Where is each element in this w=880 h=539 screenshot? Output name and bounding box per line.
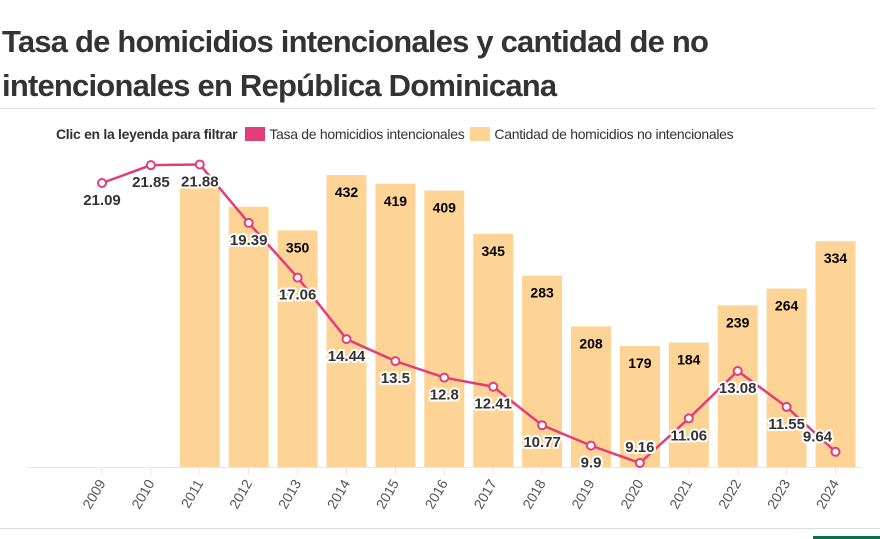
legend-item-tasa[interactable]: Tasa de homicidios intencionales xyxy=(245,126,465,142)
line-label-2023: 11.55 xyxy=(768,416,805,433)
line-point-2011 xyxy=(194,159,205,170)
bar-2011 xyxy=(179,187,220,468)
line-label-2022: 13.08 xyxy=(719,380,757,397)
x-tick-label-2014: 2014 xyxy=(324,476,354,511)
bar-label-2022: 239 xyxy=(726,314,750,330)
legend: Clic en la leyenda para filtrar Tasa de … xyxy=(56,126,739,142)
legend-hint: Clic en la leyenda para filtrar xyxy=(56,126,238,142)
chart-plot: 2009 2010 2011 2012 2013 2014 2015 2016 2017 2018… xyxy=(28,159,862,511)
x-tick-label-2022: 2022 xyxy=(715,476,745,511)
legend-label-cantidad: Cantidad de homicidios no intencionales xyxy=(494,126,734,142)
x-tick-label-2011: 2011 xyxy=(177,476,206,510)
divider xyxy=(0,108,875,109)
bar-label-2023: 264 xyxy=(775,298,799,314)
line-point-2020 xyxy=(634,458,645,468)
x-tick-label-2012: 2012 xyxy=(226,476,256,511)
bar-label-2024: 334 xyxy=(824,250,848,266)
line-point-2023 xyxy=(781,401,792,412)
x-tick-label-2013: 2013 xyxy=(275,476,305,511)
line-series-tasa xyxy=(101,163,837,465)
line-point-2014 xyxy=(341,334,352,345)
bar-2023 xyxy=(766,288,807,467)
line-label-2018: 10.77 xyxy=(523,434,561,451)
bar-2013 xyxy=(277,230,318,467)
bar-2018 xyxy=(522,275,563,467)
x-tick-label-2017: 2017 xyxy=(470,476,500,511)
divider-bottom xyxy=(0,528,880,529)
x-tick-label-2009: 2009 xyxy=(79,476,109,511)
bar-2020 xyxy=(619,345,660,467)
line-label-2019: 9.9 xyxy=(581,455,602,472)
line-label-2009: 21.09 xyxy=(83,192,121,209)
line-label-2011: 21.88 xyxy=(181,173,219,190)
line-point-2016 xyxy=(439,372,450,383)
bar-label-2014: 432 xyxy=(335,184,359,200)
line-point-2010 xyxy=(145,160,156,171)
line-label-2013: 17.06 xyxy=(279,287,317,304)
bar-2012 xyxy=(228,206,269,467)
line-label-2020: 9.16 xyxy=(625,439,654,456)
line-point-2018 xyxy=(537,420,548,431)
chart-title: Tasa de homicidios intencionales y canti… xyxy=(2,24,709,103)
line-label-2016: 12.8 xyxy=(430,387,459,404)
line-label-2017: 12.41 xyxy=(474,396,512,413)
line-label-2012: 19.39 xyxy=(230,232,268,249)
x-tick-label-2020: 2020 xyxy=(617,476,647,511)
legend-swatch-cantidad xyxy=(470,127,491,141)
bar-label-2013: 350 xyxy=(286,239,310,255)
x-tick-label-2010: 2010 xyxy=(128,476,158,511)
legend-label-tasa: Tasa de homicidios intencionales xyxy=(269,126,465,142)
bar-label-2018: 283 xyxy=(530,285,554,301)
bar-2024 xyxy=(815,241,856,467)
line-label-2015: 13.5 xyxy=(381,370,410,387)
bar-label-2015: 419 xyxy=(384,193,408,209)
x-tick-label-2019: 2019 xyxy=(568,476,598,511)
bar-2015 xyxy=(375,183,416,468)
line-point-2019 xyxy=(586,440,596,451)
line-label-2010: 21.85 xyxy=(132,174,170,191)
line-label-2014: 14.44 xyxy=(328,348,366,365)
x-tick-label-2021: 2021 xyxy=(666,476,696,511)
line-point-2022 xyxy=(732,365,743,376)
x-tick-label-2024: 2024 xyxy=(813,476,843,511)
x-tick-label-2015: 2015 xyxy=(373,476,403,511)
bar-label-2017: 345 xyxy=(482,243,506,259)
accent-bar xyxy=(813,536,880,539)
bar-label-2020: 179 xyxy=(628,355,652,371)
line-label-2021: 11.06 xyxy=(670,427,707,444)
line-point-2013 xyxy=(292,272,303,283)
line-point-2024 xyxy=(830,446,841,457)
line-point-2012 xyxy=(243,217,254,228)
line-point-2017 xyxy=(488,381,499,392)
bar-2016 xyxy=(424,190,465,467)
line-point-2009 xyxy=(97,178,107,189)
bar-label-2019: 208 xyxy=(579,335,603,351)
x-tick-label-2016: 2016 xyxy=(421,476,451,511)
line-label-2024: 9.64 xyxy=(803,429,833,446)
x-tick-label-2018: 2018 xyxy=(519,476,549,511)
line-point-2015 xyxy=(390,356,401,367)
bar-label-2021: 184 xyxy=(677,352,701,368)
legend-swatch-tasa xyxy=(245,127,266,141)
bar-label-2016: 409 xyxy=(433,200,457,216)
x-tick-label-2023: 2023 xyxy=(764,476,794,511)
line-point-2021 xyxy=(683,413,694,424)
bar-2022 xyxy=(717,305,758,467)
bar-2017 xyxy=(473,233,514,467)
legend-item-cantidad[interactable]: Cantidad de homicidios no intencionales xyxy=(470,126,734,142)
